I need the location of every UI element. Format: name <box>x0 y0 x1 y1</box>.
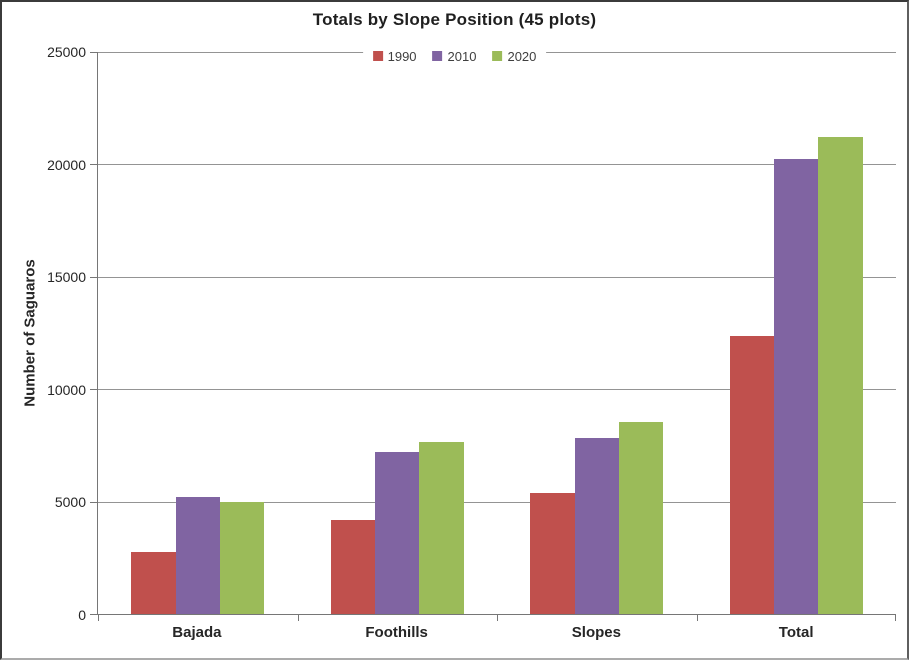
bar-2010-slopes <box>574 437 619 614</box>
category-label-foothills: Foothills <box>365 624 428 641</box>
y-tick-label: 10000 <box>47 381 86 398</box>
category-label-bajada: Bajada <box>172 624 222 641</box>
y-tick-label: 5000 <box>54 494 86 511</box>
legend-label: 2010 <box>447 48 477 64</box>
bar-1990-foothills <box>330 519 376 614</box>
x-tick-mark <box>98 614 99 621</box>
bar-group-slopes <box>497 52 697 614</box>
chart-title: Totals by Slope Position (45 plots) <box>312 10 597 29</box>
bar-1990-slopes <box>530 492 575 614</box>
bar-2020-foothills <box>419 442 464 614</box>
legend-item-2020: 2020 <box>492 50 536 63</box>
x-tick-mark <box>895 614 896 621</box>
gridline-5000 <box>98 501 896 503</box>
y-axis-tick-labels: 0 5000 10000 15000 20000 25000 <box>2 44 86 623</box>
y-tick-label: 25000 <box>47 44 86 60</box>
bar-2010-foothills <box>375 452 420 614</box>
legend-swatch-icon <box>492 51 503 61</box>
gridline-20000 <box>98 164 896 166</box>
legend-item-2010: 2010 <box>432 48 477 64</box>
bar-1990-bajada <box>131 552 176 614</box>
bar-2010-total <box>774 158 819 614</box>
legend-item-1990: 1990 <box>372 48 417 64</box>
y-tick-mark <box>90 164 98 166</box>
bar-1990-total <box>729 336 775 614</box>
y-tick-mark <box>90 614 98 615</box>
plot-area <box>90 52 896 621</box>
x-tick-mark <box>497 614 498 621</box>
bar-group-bajada <box>98 52 298 614</box>
bar-groups <box>98 52 896 614</box>
y-tick-mark <box>90 52 98 53</box>
bar-group-total <box>697 52 897 614</box>
y-tick-label: 15000 <box>47 269 86 286</box>
bar-2020-total <box>818 137 863 614</box>
category-label-slopes: Slopes <box>571 624 621 641</box>
y-tick-mark <box>90 389 98 391</box>
bar-2020-slopes <box>618 421 664 614</box>
y-tick-label: 20000 <box>47 156 86 173</box>
bar-group-foothills <box>298 52 498 614</box>
bar-2010-bajada <box>175 497 220 614</box>
y-tick-mark <box>90 501 98 503</box>
gridline-15000 <box>98 276 896 278</box>
legend-swatch-icon <box>372 51 383 61</box>
bar-2020-bajada <box>219 501 265 614</box>
legend-swatch-icon <box>432 51 443 61</box>
legend: 1990 2010 2020 <box>362 46 547 66</box>
x-tick-mark <box>297 614 299 621</box>
x-axis-category-labels: Bajada Foothills Slopes Total <box>97 624 896 641</box>
y-tick-mark <box>90 276 98 278</box>
category-label-total: Total <box>778 624 814 641</box>
x-tick-mark <box>696 614 698 621</box>
legend-label: 1990 <box>387 48 417 64</box>
y-tick-label: 0 <box>78 607 86 623</box>
gridline-10000 <box>98 389 896 391</box>
legend-label: 2020 <box>507 48 537 64</box>
